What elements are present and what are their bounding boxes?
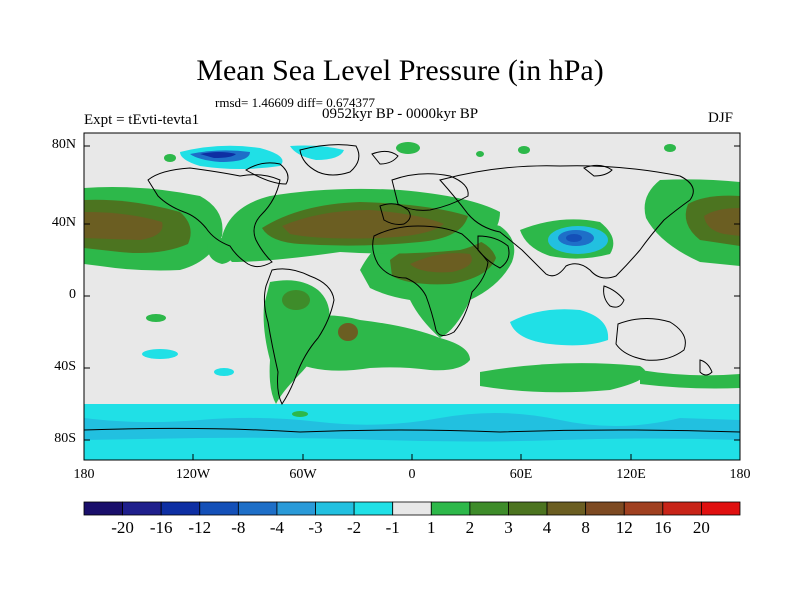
x-tick-label: 180 xyxy=(729,467,751,482)
colorbar-label: 20 xyxy=(692,518,710,537)
colorbar-swatch xyxy=(469,501,509,516)
stats-label: rmsd= 1.46609 diff= 0.674377 xyxy=(215,95,375,110)
y-tick-label: 40N xyxy=(51,215,76,230)
colorbar-label: -12 xyxy=(188,518,212,537)
colorbar-swatch xyxy=(160,501,201,516)
page-title: Mean Sea Level Pressure (in hPa) xyxy=(196,54,604,87)
colorbar-label: 3 xyxy=(504,518,513,537)
y-tick-label: 0 xyxy=(69,287,76,302)
colorbar-label: -20 xyxy=(111,518,134,537)
x-tick-label: 60E xyxy=(509,467,533,482)
y-tick-label: 80N xyxy=(51,137,76,152)
colorbar-swatch xyxy=(508,501,548,516)
colorbar-label: -1 xyxy=(385,518,400,537)
colorbar-swatch xyxy=(430,501,471,516)
y-tick-label: 40S xyxy=(54,359,76,374)
colorbar-label: -8 xyxy=(231,518,246,537)
colorbar-swatch xyxy=(392,501,432,516)
colorbar-label: 1 xyxy=(427,518,436,537)
colorbar-swatch xyxy=(83,501,123,516)
season-label: DJF xyxy=(708,110,734,126)
colorbar-label: -4 xyxy=(269,518,285,537)
colorbar-swatch xyxy=(353,501,394,516)
x-tick-label: 120E xyxy=(616,467,646,482)
colorbar xyxy=(83,501,741,516)
x-tick-label: 60W xyxy=(289,467,317,482)
colorbar-swatch xyxy=(315,501,355,516)
colorbar-swatch xyxy=(237,501,278,516)
colorbar-label: -2 xyxy=(347,518,362,537)
colorbar-swatch xyxy=(546,501,587,516)
colorbar-label: 2 xyxy=(465,518,475,537)
colorbar-swatch xyxy=(585,501,625,516)
colorbar-label: -3 xyxy=(308,518,323,537)
colorbar-swatch xyxy=(623,501,664,516)
colorbar-swatch xyxy=(662,501,702,516)
colorbar-swatch xyxy=(276,501,316,516)
colorbar-label: -16 xyxy=(149,518,173,537)
x-tick-label: 0 xyxy=(408,467,416,482)
x-tick-label: 120W xyxy=(175,467,211,482)
tick-marks xyxy=(83,145,741,460)
period-label: 0952kyr BP - 0000kyr BP xyxy=(322,106,479,122)
colorbar-swatch xyxy=(122,501,162,516)
coastlines xyxy=(84,144,740,433)
colorbar-label: 4 xyxy=(542,518,552,537)
colorbar-swatch xyxy=(199,501,239,516)
y-tick-label: 80S xyxy=(54,431,76,446)
colorbar-label: 12 xyxy=(615,518,633,537)
experiment-label: Expt = tEvti-tevta1 xyxy=(84,112,200,128)
field xyxy=(84,133,740,460)
colorbar-label: 16 xyxy=(654,518,672,537)
x-tick-label: 180 xyxy=(73,467,95,482)
colorbar-label: 8 xyxy=(581,518,590,537)
colorbar-swatch xyxy=(701,501,741,516)
